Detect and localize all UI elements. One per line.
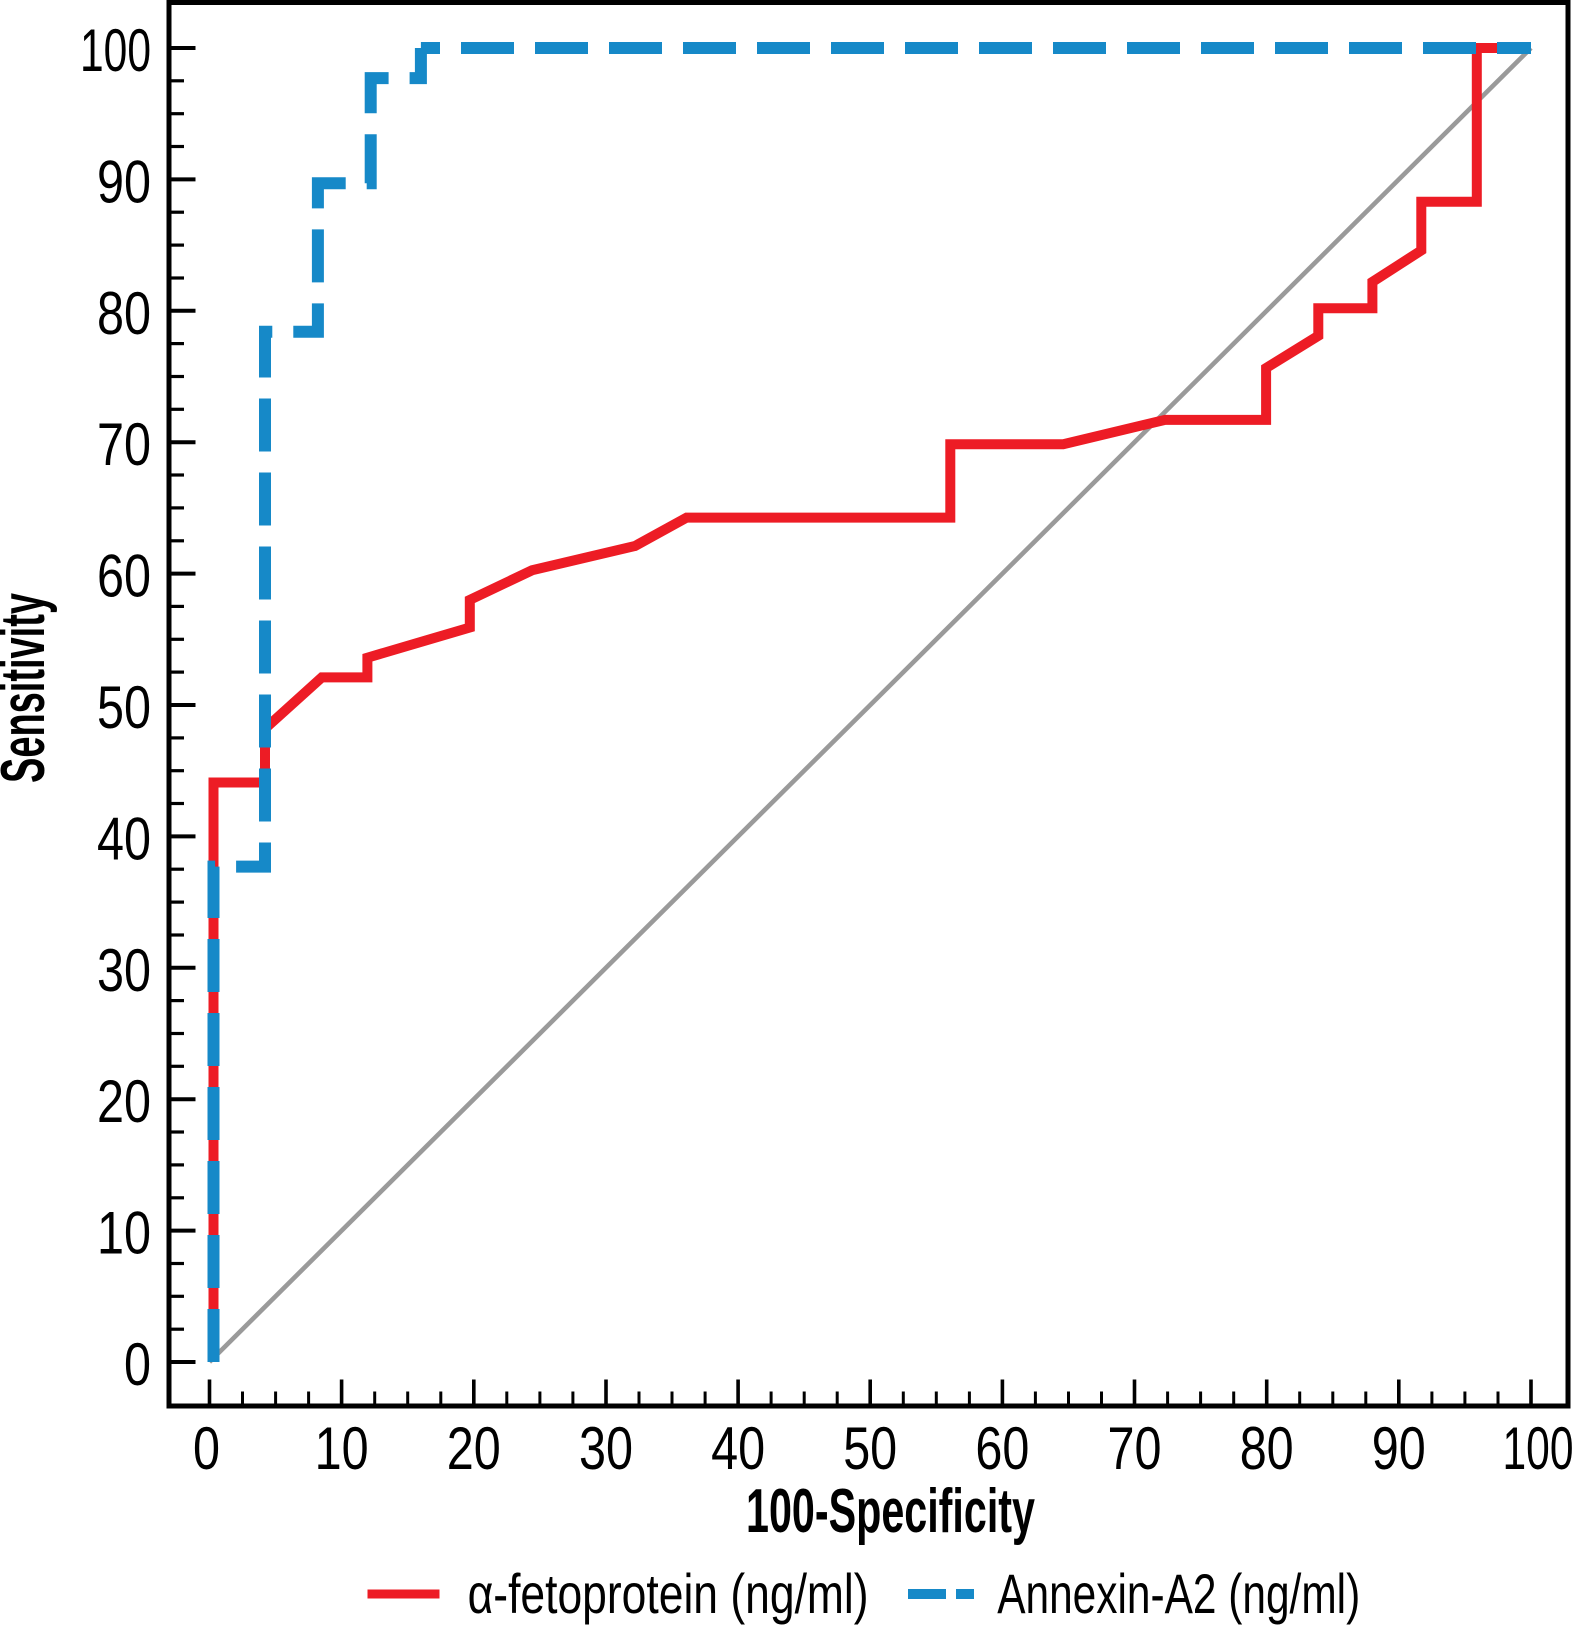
svg-text:50: 50 (97, 674, 151, 741)
svg-text:70: 70 (1108, 1415, 1162, 1482)
svg-text:40: 40 (711, 1415, 765, 1482)
svg-text:100: 100 (80, 17, 151, 84)
svg-text:90: 90 (1372, 1415, 1426, 1482)
svg-text:20: 20 (97, 1068, 151, 1135)
svg-text:10: 10 (97, 1200, 151, 1267)
svg-text:100-Specificity: 100-Specificity (746, 1477, 1035, 1546)
svg-text:60: 60 (97, 543, 151, 610)
svg-text:60: 60 (975, 1415, 1029, 1482)
svg-text:30: 30 (579, 1415, 633, 1482)
svg-text:30: 30 (97, 937, 151, 1004)
svg-text:80: 80 (97, 280, 151, 347)
svg-text:40: 40 (97, 805, 151, 872)
svg-text:90: 90 (97, 148, 151, 215)
svg-text:10: 10 (315, 1415, 369, 1482)
svg-text:0: 0 (124, 1331, 151, 1398)
svg-text:100: 100 (1503, 1415, 1574, 1482)
svg-text:80: 80 (1240, 1415, 1294, 1482)
svg-text:20: 20 (447, 1415, 501, 1482)
svg-text:0: 0 (193, 1415, 220, 1482)
svg-text:Annexin-A2 (ng/ml): Annexin-A2 (ng/ml) (997, 1562, 1360, 1625)
svg-text:α-fetoprotein (ng/ml): α-fetoprotein (ng/ml) (468, 1562, 869, 1625)
svg-text:Sensitivity: Sensitivity (0, 593, 58, 783)
svg-text:70: 70 (97, 411, 151, 478)
svg-text:50: 50 (843, 1415, 897, 1482)
